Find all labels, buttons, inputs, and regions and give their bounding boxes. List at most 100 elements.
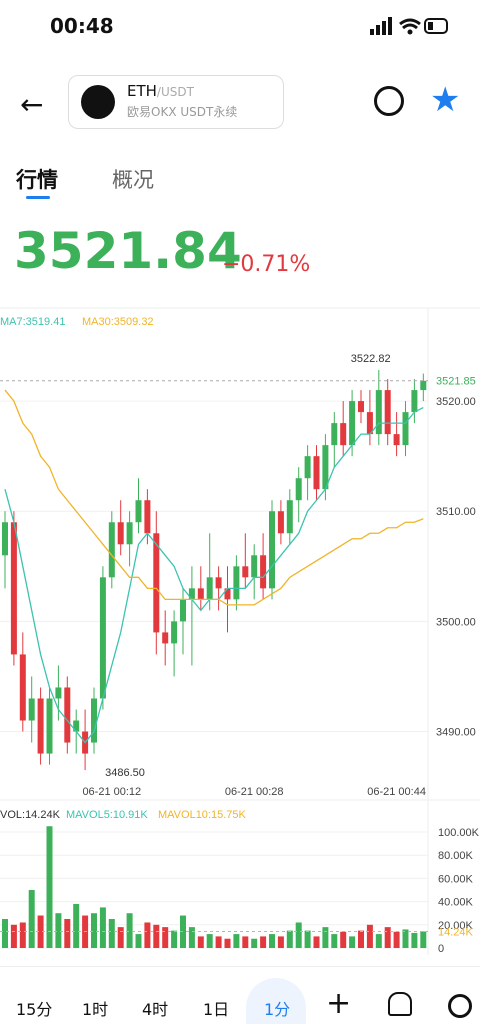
candle-body: [188, 588, 195, 600]
search-icon[interactable]: [374, 86, 404, 116]
mavol10-legend: MAVOL10:15.75K: [158, 809, 247, 821]
status-icons: [370, 16, 450, 38]
y-tick-label: 80.00K: [438, 850, 474, 862]
volume-bar: [260, 936, 267, 948]
volume-bar: [224, 938, 231, 948]
volume-bar: [393, 931, 400, 948]
period-tab[interactable]: 1时: [82, 1000, 109, 1019]
volume-bar: [28, 890, 35, 948]
tab-active[interactable]: 行情: [16, 168, 58, 192]
candle-body: [295, 478, 302, 501]
candle-body: [411, 390, 418, 413]
candle-body: [64, 687, 71, 743]
extreme-label: 3486.50: [105, 767, 145, 779]
candle-body: [135, 500, 142, 523]
candle-body: [304, 456, 311, 479]
period-tab[interactable]: 1日: [203, 1000, 230, 1019]
candle-body: [91, 698, 97, 743]
volume-bar: [402, 929, 409, 948]
volume-bar: [366, 924, 373, 948]
candle-body: [402, 412, 409, 446]
volume-bar: [180, 915, 186, 948]
status-svg: [370, 17, 448, 35]
symbol: ETH: [127, 82, 157, 100]
volume-bar: [420, 931, 427, 948]
candle-body: [153, 533, 160, 633]
volume-bar: [322, 927, 329, 948]
y-tick-label: 3500.00: [436, 616, 476, 628]
candle-body: [10, 522, 17, 655]
y-tick-label: 40.00K: [438, 897, 474, 909]
volume-bar: [286, 930, 293, 948]
candle-body: [99, 577, 106, 699]
y-tick-label: 0: [438, 943, 444, 955]
volume-bar: [46, 826, 53, 948]
period-tab-active[interactable]: 1分: [264, 1000, 291, 1019]
volume-bar: [126, 913, 133, 948]
period-tab[interactable]: 4时: [142, 1000, 169, 1019]
status-time: 00:48: [50, 14, 114, 38]
volume-bar: [37, 915, 44, 948]
candle-body: [322, 445, 329, 490]
mavol5-legend: MAVOL5:10.91K: [66, 809, 148, 821]
volume-bar: [242, 936, 249, 948]
volume-bar: [99, 907, 106, 948]
volume-bar: [358, 930, 364, 948]
okx-logo: [81, 85, 115, 119]
bell-icon[interactable]: [388, 992, 412, 1016]
candle-body: [313, 456, 320, 490]
volume-bar: [375, 934, 382, 948]
candle-body: [269, 511, 275, 589]
last-price: 3521.84: [14, 222, 242, 280]
favorite-star[interactable]: ★: [430, 80, 461, 120]
volume-bar: [153, 924, 160, 948]
candle-body: [55, 687, 62, 699]
candle-body: [206, 577, 213, 600]
candle-body: [162, 632, 169, 644]
volume-bar: [251, 938, 258, 948]
symbol-box[interactable]: ETH/USDT 欧易OKX USDT永续: [68, 75, 284, 129]
candle-body: [340, 423, 347, 446]
y-tick-label: 60.00K: [438, 873, 474, 885]
ma-line: [4, 389, 424, 606]
volume-bar: [349, 936, 356, 948]
volume-bar: [162, 927, 169, 948]
volume-bar: [384, 927, 391, 948]
tab-underline: [26, 196, 50, 199]
y-tick-label: 3490.00: [436, 727, 476, 739]
add-icon[interactable]: +: [326, 986, 352, 1021]
candle-body: [260, 555, 267, 589]
candle-body: [251, 555, 258, 578]
volume-bar: [171, 930, 178, 948]
y-tick-label: 20.00K: [438, 920, 474, 932]
volume-bar: [295, 922, 302, 948]
ma30-legend: MA30:3509.32: [82, 316, 154, 328]
volume-bar: [233, 934, 240, 948]
back-button[interactable]: ←: [20, 88, 44, 121]
candle-body: [37, 698, 44, 754]
candle-body: [375, 390, 382, 435]
volume-bar: [73, 903, 80, 948]
volume-bar: [313, 936, 320, 948]
bottom-bar: [0, 966, 480, 1025]
y-tick-label: 3520.00: [436, 396, 476, 408]
candle-body: [2, 522, 8, 556]
candle-body: [144, 500, 151, 534]
candle-body: [73, 720, 80, 732]
candle-body: [171, 621, 178, 644]
candle-body: [233, 566, 240, 600]
active-period-bg: [246, 978, 306, 1024]
period-tab[interactable]: 15分: [16, 1000, 53, 1019]
volume-bar: [10, 924, 17, 948]
vol-legend: VOL:14.24K: [0, 809, 61, 821]
extreme-label: 3522.82: [351, 353, 391, 365]
candle-body: [420, 380, 427, 391]
settings-icon[interactable]: [448, 994, 472, 1018]
volume-bar: [411, 932, 418, 948]
volume-bar: [340, 931, 347, 948]
candle-body: [242, 566, 249, 578]
tab[interactable]: 概况: [112, 168, 154, 192]
volume-bar: [269, 934, 275, 948]
